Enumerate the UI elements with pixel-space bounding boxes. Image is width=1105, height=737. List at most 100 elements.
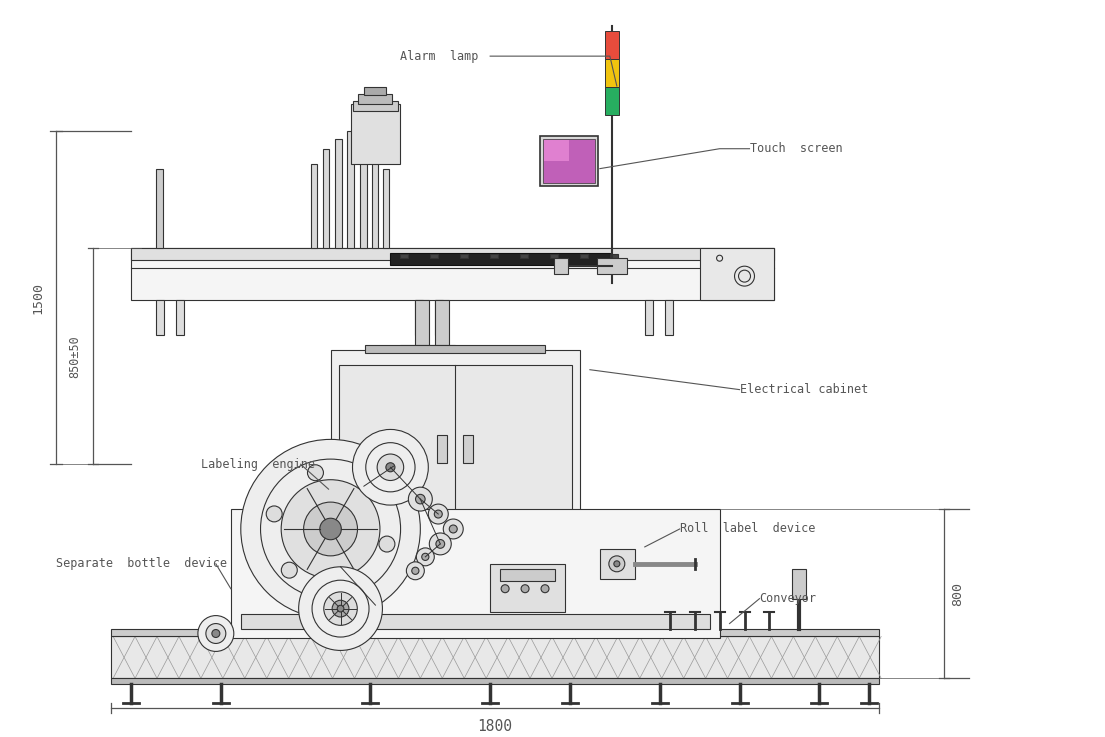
Bar bbox=[665, 300, 673, 335]
Circle shape bbox=[443, 519, 463, 539]
Bar bbox=[520, 254, 528, 258]
Circle shape bbox=[435, 539, 444, 548]
Bar bbox=[372, 154, 378, 248]
Bar bbox=[501, 569, 555, 581]
Circle shape bbox=[379, 536, 394, 552]
Circle shape bbox=[319, 518, 341, 539]
Bar bbox=[231, 509, 719, 638]
Circle shape bbox=[304, 502, 358, 556]
Bar bbox=[699, 248, 775, 300]
Circle shape bbox=[541, 584, 549, 593]
Circle shape bbox=[351, 549, 376, 573]
Bar bbox=[491, 254, 498, 258]
Circle shape bbox=[417, 548, 434, 566]
Bar bbox=[358, 94, 392, 104]
Bar bbox=[156, 300, 164, 335]
Circle shape bbox=[522, 584, 529, 593]
Bar bbox=[390, 254, 610, 265]
Bar bbox=[112, 629, 880, 637]
Bar bbox=[352, 101, 399, 111]
Text: 850±50: 850±50 bbox=[69, 335, 82, 377]
Circle shape bbox=[430, 533, 451, 555]
Bar bbox=[335, 139, 341, 248]
Text: Touch  screen: Touch screen bbox=[749, 142, 842, 156]
Bar bbox=[554, 258, 568, 274]
Bar bbox=[360, 139, 368, 248]
Bar bbox=[366, 345, 545, 353]
Circle shape bbox=[337, 605, 344, 612]
Text: Conveyor: Conveyor bbox=[759, 592, 817, 605]
Circle shape bbox=[609, 556, 624, 572]
Bar bbox=[338, 365, 572, 539]
Text: Separate  bottle  device: Separate bottle device bbox=[56, 557, 228, 570]
Circle shape bbox=[241, 439, 420, 618]
Text: 1800: 1800 bbox=[477, 719, 513, 733]
Circle shape bbox=[307, 465, 324, 481]
Bar bbox=[461, 254, 469, 258]
Circle shape bbox=[206, 624, 225, 643]
Circle shape bbox=[281, 480, 380, 579]
Bar bbox=[156, 169, 162, 248]
Bar bbox=[112, 678, 880, 684]
Bar bbox=[112, 637, 880, 678]
Circle shape bbox=[407, 562, 424, 580]
Bar bbox=[400, 254, 409, 258]
Circle shape bbox=[198, 615, 234, 652]
Bar bbox=[438, 436, 448, 464]
Bar bbox=[383, 169, 389, 248]
Text: Labeling  engine: Labeling engine bbox=[201, 458, 315, 471]
Bar bbox=[241, 614, 709, 629]
Circle shape bbox=[422, 553, 429, 560]
Bar bbox=[415, 300, 423, 335]
Bar bbox=[365, 87, 387, 95]
Circle shape bbox=[434, 510, 442, 518]
Bar bbox=[176, 300, 183, 335]
Circle shape bbox=[614, 561, 620, 567]
Circle shape bbox=[212, 629, 220, 638]
Circle shape bbox=[429, 504, 449, 524]
Text: Electrical cabinet: Electrical cabinet bbox=[739, 383, 867, 396]
Bar bbox=[644, 300, 653, 335]
Circle shape bbox=[409, 487, 432, 511]
Circle shape bbox=[324, 592, 357, 625]
Circle shape bbox=[415, 495, 425, 504]
Bar bbox=[435, 300, 443, 335]
Text: Alarm  lamp: Alarm lamp bbox=[400, 49, 478, 63]
Bar bbox=[604, 87, 619, 115]
Bar bbox=[323, 149, 328, 248]
Bar bbox=[610, 254, 618, 258]
Bar bbox=[463, 436, 473, 464]
Bar bbox=[543, 139, 594, 183]
Circle shape bbox=[450, 525, 457, 533]
Bar bbox=[544, 140, 569, 161]
Circle shape bbox=[352, 430, 429, 505]
Bar bbox=[580, 254, 588, 258]
Bar bbox=[430, 254, 439, 258]
Circle shape bbox=[377, 454, 403, 481]
Bar bbox=[792, 569, 807, 598]
Bar bbox=[604, 31, 619, 59]
Bar bbox=[597, 258, 627, 274]
Bar bbox=[330, 350, 580, 549]
Bar bbox=[311, 164, 317, 248]
Bar bbox=[491, 564, 565, 612]
Circle shape bbox=[298, 567, 382, 651]
Circle shape bbox=[364, 480, 380, 496]
Bar bbox=[604, 59, 619, 87]
Bar bbox=[131, 248, 775, 260]
Bar bbox=[540, 136, 598, 186]
Circle shape bbox=[282, 562, 297, 578]
Circle shape bbox=[536, 549, 560, 573]
Circle shape bbox=[386, 463, 394, 472]
Bar bbox=[415, 300, 430, 350]
Text: 1500: 1500 bbox=[32, 282, 45, 313]
Bar bbox=[347, 130, 355, 248]
Text: 800: 800 bbox=[951, 581, 965, 606]
Bar bbox=[350, 104, 400, 164]
Circle shape bbox=[338, 577, 354, 593]
Circle shape bbox=[266, 506, 282, 522]
Circle shape bbox=[333, 600, 349, 617]
Text: Roll  label  device: Roll label device bbox=[680, 523, 815, 536]
Bar bbox=[600, 549, 634, 579]
Bar bbox=[400, 345, 455, 357]
